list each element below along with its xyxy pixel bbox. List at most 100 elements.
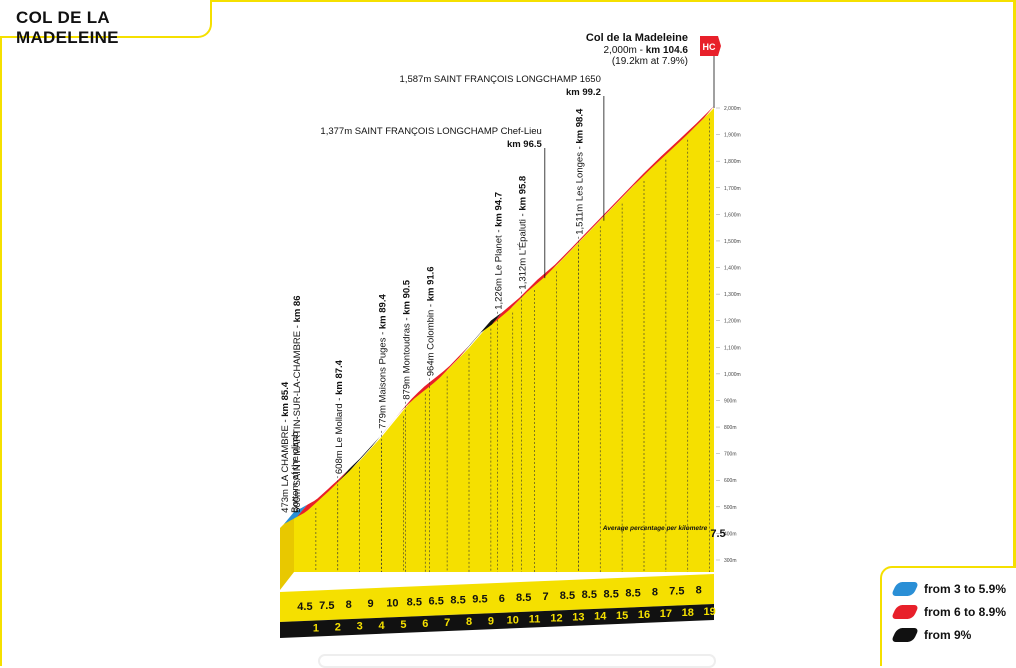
km-strip xyxy=(280,604,714,638)
gradient-label: 8 xyxy=(696,585,702,597)
profile-left-face xyxy=(280,514,294,590)
gradient-segment xyxy=(284,504,308,525)
gradient-label: 7.5 xyxy=(669,586,684,598)
annotation-label: 964m Colombin - km 91.6 xyxy=(426,266,437,376)
legend-label: from 3 to 5.9% xyxy=(924,582,1007,596)
legend-swatch-red xyxy=(890,605,920,619)
legend-label: from 6 to 8.9% xyxy=(924,605,1007,619)
legend-swatch-black xyxy=(890,628,920,642)
annotation-extra: Bottom of the climb xyxy=(290,432,301,513)
title-box: COL DE LA MADELEINE xyxy=(0,0,212,47)
legend-label: from 9% xyxy=(924,628,972,642)
km-marker-label: 17 xyxy=(660,608,672,620)
km-marker-label: 10 xyxy=(507,614,519,626)
gradient-segment xyxy=(297,469,349,517)
gradient-label: 8.5 xyxy=(625,587,640,599)
gradient-segment xyxy=(459,312,502,358)
legend-item-red: from 6 to 8.9% xyxy=(890,603,1007,621)
gradient-label: 6.5 xyxy=(429,596,444,608)
gradient-label: 6 xyxy=(499,593,505,605)
km-marker-label: 5 xyxy=(400,619,406,631)
km-marker-label: 2 xyxy=(335,622,341,634)
legend-item-blue: from 3 to 5.9% xyxy=(890,580,1007,598)
y-tick-label: 1,900m xyxy=(724,133,741,139)
page-title: COL DE LA MADELEINE xyxy=(16,8,119,47)
km-marker-label: 16 xyxy=(638,609,650,621)
y-tick-label: 700m xyxy=(724,452,737,458)
gradient-label: 8.5 xyxy=(516,592,531,604)
km-marker-label: 6 xyxy=(422,618,428,630)
frame-left-border xyxy=(0,30,2,666)
y-tick-label: 600m xyxy=(724,478,737,484)
gradient-segment xyxy=(491,106,714,325)
summit-line2: (19.2km at 7.9%) xyxy=(612,56,688,67)
annotation-place: 1,587m SAINT FRANÇOIS LONGCHAMP 1650 xyxy=(400,74,601,85)
gradient-label: 8 xyxy=(652,586,658,598)
annotation-place: 1,377m SAINT FRANÇOIS LONGCHAMP Chef-Lie… xyxy=(320,126,541,137)
y-tick-label: 1,200m xyxy=(724,319,741,325)
km-marker-label: 11 xyxy=(529,613,541,625)
gradient-segment xyxy=(338,421,393,482)
y-tick-label: 1,300m xyxy=(724,292,741,298)
km-marker-label: 14 xyxy=(594,611,607,623)
gradient-label: 8 xyxy=(346,599,352,611)
y-tick-label: 800m xyxy=(724,425,737,431)
gradient-label: 8.5 xyxy=(582,589,597,601)
gradient-label: 8.5 xyxy=(560,590,575,602)
km-marker-label: 13 xyxy=(572,612,584,624)
gradient-label: 7 xyxy=(543,591,549,603)
annotation-label: 779m Maisons Puges - km 89.4 xyxy=(378,294,389,429)
hc-flag-label: HC xyxy=(703,42,716,52)
gradient-label: 10 xyxy=(386,597,398,609)
frame-right-border xyxy=(1013,0,1016,666)
gradient-caption: Average percentage per kilometre xyxy=(602,525,708,532)
legend: from 3 to 5.9% from 6 to 8.9% from 9% xyxy=(880,566,1016,666)
summit-name: Col de la Madeleine xyxy=(586,32,688,44)
gradient-label: 8.5 xyxy=(604,588,619,600)
y-tick-label: 900m xyxy=(724,398,737,404)
annotation-label: 1,511m Les Longes - km 98.4 xyxy=(574,108,585,235)
gradient-label: 8.5 xyxy=(407,596,422,608)
gradient-strip xyxy=(280,574,714,622)
y-tick-label: 1,400m xyxy=(724,266,741,272)
y-tick-label: 1,800m xyxy=(724,159,741,165)
frame-top-border xyxy=(212,0,1016,5)
gradient-label: 9 xyxy=(368,598,374,610)
km-marker-label: 19 xyxy=(704,606,716,618)
legend-item-black: from 9% xyxy=(890,626,972,644)
gradient-label: 7.5 xyxy=(319,600,334,612)
y-tick-label: 1,700m xyxy=(724,186,741,192)
y-tick-label: 1,600m xyxy=(724,212,741,218)
km-marker-label: 18 xyxy=(682,607,694,619)
km-marker-label: 9 xyxy=(488,615,494,627)
y-tick-label: 2,000m xyxy=(724,106,741,112)
km-marker-label: 4 xyxy=(378,620,385,632)
y-tick-label: 1,000m xyxy=(724,372,741,378)
km-marker-label: 7 xyxy=(444,617,450,629)
annotation-label: 879m Montoudras - km 90.5 xyxy=(402,279,413,400)
km-marker-label: 3 xyxy=(357,621,363,633)
y-tick-label: 400m xyxy=(724,531,737,537)
legend-swatch-blue xyxy=(890,582,920,596)
y-tick-label: 1,500m xyxy=(724,239,741,245)
gradient-label: 7.5 xyxy=(710,528,725,540)
summit-line1: 2,000m - km 104.6 xyxy=(603,45,688,56)
y-tick-label: 1,100m xyxy=(724,345,741,351)
gradient-label: 4.5 xyxy=(297,601,312,613)
annotation-km: km 96.5 xyxy=(507,139,543,150)
annotation-label: 1,312m L'Épaluti - km 95.8 xyxy=(518,176,529,290)
gradient-label: 8.5 xyxy=(450,595,465,607)
hc-flag xyxy=(700,36,721,56)
y-tick-label: 300m xyxy=(724,558,737,564)
annotation-label: 473m LA CHAMBRE - km 85.4 xyxy=(280,381,291,513)
annotation-km: km 99.2 xyxy=(566,87,601,98)
annotation-label: 608m Le Mollard - km 87.4 xyxy=(334,359,345,474)
km-marker-label: 8 xyxy=(466,616,472,628)
km-marker-label: 1 xyxy=(313,623,319,635)
km-marker-label: 15 xyxy=(616,610,628,622)
y-tick-label: 500m xyxy=(724,505,737,511)
gradient-label: 9.5 xyxy=(472,594,487,606)
annotation-label: 1,226m Le Planet - km 94.7 xyxy=(493,192,504,310)
profile-area xyxy=(294,108,714,572)
